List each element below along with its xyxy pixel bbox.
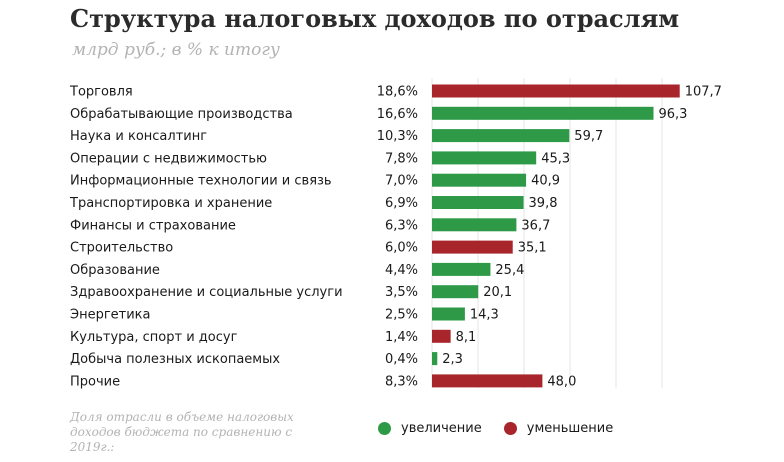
value-label: 14,3: [470, 308, 499, 323]
category-label: Транспортировка и хранение: [69, 196, 272, 211]
bar-chart: Торговля 18,6% 107,7 Обрабатывающие произво…: [69, 78, 722, 389]
category-label: Добыча полезных ископаемых: [70, 352, 280, 367]
category-label: Торговля: [69, 85, 133, 100]
category-label: Информационные технологии и связь: [70, 174, 332, 189]
chart-subtitle: млрд руб.; в % к итогу: [72, 40, 280, 60]
value-label: 96,3: [658, 107, 687, 122]
bar: [432, 129, 570, 143]
chart-row: Операции с недвижимостью 7,8% 45,3: [70, 151, 570, 166]
share-label: 8,3%: [385, 374, 418, 389]
chart-row: Информационные технологии и связь 7,0% 40,…: [70, 173, 560, 189]
category-label: Операции с недвижимостью: [70, 151, 267, 166]
chart-row: Образование 4,4% 25,4: [70, 262, 524, 278]
value-label: 48,0: [547, 374, 576, 389]
value-label: 8,1: [456, 330, 477, 345]
chart-row: Энергетика 2,5% 14,3: [70, 307, 499, 323]
share-label: 6,0%: [385, 241, 418, 256]
bar: [432, 173, 527, 187]
value-label: 39,8: [529, 196, 558, 211]
share-label: 16,6%: [377, 107, 418, 122]
category-label: Строительство: [70, 241, 173, 256]
legend-increase-label: увеличение: [401, 421, 482, 436]
category-label: Финансы и страхование: [70, 218, 236, 233]
category-label: Обрабатывающие производства: [70, 107, 293, 122]
value-label: 59,7: [574, 129, 603, 144]
value-label: 107,7: [685, 85, 722, 100]
chart-row: Прочие 8,3% 48,0: [70, 374, 576, 389]
chart-row: Добыча полезных ископаемых 0,4% 2,3: [70, 352, 463, 367]
bar: [432, 84, 680, 98]
bar: [432, 352, 438, 366]
bar: [432, 329, 451, 343]
footnote: Доля отрасли в объеме налоговых доходов …: [70, 410, 294, 454]
value-label: 20,1: [483, 285, 512, 300]
legend-decrease-dot: [503, 422, 517, 435]
share-label: 6,3%: [385, 218, 418, 233]
bar: [432, 151, 537, 165]
share-label: 0,4%: [385, 352, 418, 367]
chart-rows: Торговля 18,6% 107,7 Обрабатывающие произво…: [69, 84, 722, 389]
bar: [432, 285, 479, 299]
share-label: 10,3%: [377, 129, 418, 144]
chart-row: Строительство 6,0% 35,1: [70, 240, 547, 256]
chart-row: Культура, спорт и досуг 1,4% 8,1: [70, 329, 477, 345]
legend-increase-dot: [378, 422, 391, 435]
legend-item-decrease: уменьшение: [503, 421, 614, 436]
legend-item-increase: увеличение: [378, 421, 482, 436]
value-label: 36,7: [521, 218, 550, 233]
share-label: 4,4%: [385, 263, 418, 278]
bar: [432, 307, 465, 321]
share-label: 7,0%: [385, 174, 418, 189]
bar: [432, 106, 654, 120]
category-label: Энергетика: [70, 308, 151, 323]
chart-row: Наука и консалтинг 10,3% 59,7: [70, 129, 603, 144]
bar: [432, 374, 543, 388]
chart-row: Торговля 18,6% 107,7: [69, 84, 722, 100]
chart-title: Структура налоговых доходов по отраслям: [70, 4, 680, 33]
share-label: 7,8%: [385, 151, 418, 166]
category-label: Наука и консалтинг: [70, 129, 207, 144]
legend-decrease-label: уменьшение: [526, 421, 614, 436]
chart-row: Транспортировка и хранение 6,9% 39,8: [69, 196, 557, 211]
value-label: 35,1: [518, 241, 547, 256]
value-label: 2,3: [442, 352, 463, 367]
category-label: Образование: [70, 263, 160, 278]
bar: [432, 262, 491, 276]
chart-row: Финансы и страхование 6,3% 36,7: [70, 218, 550, 233]
category-label: Прочие: [70, 374, 120, 389]
share-label: 6,9%: [385, 196, 418, 211]
legend: увеличение уменьшение: [378, 421, 635, 436]
share-label: 1,4%: [385, 330, 418, 345]
value-label: 45,3: [541, 151, 570, 166]
share-label: 2,5%: [385, 308, 418, 323]
bar: [432, 196, 524, 209]
chart-row: Обрабатывающие производства 16,6% 96,3: [70, 106, 687, 122]
share-label: 18,6%: [377, 85, 418, 100]
value-label: 25,4: [495, 263, 524, 278]
bar: [432, 240, 513, 254]
category-label: Культура, спорт и досуг: [70, 330, 238, 345]
chart-row: Здравоохранение и социальные услуги 3,5% 2…: [70, 285, 512, 300]
category-label: Здравоохранение и социальные услуги: [70, 285, 343, 300]
value-label: 40,9: [531, 174, 560, 189]
share-label: 3,5%: [385, 285, 418, 300]
bar: [432, 218, 517, 232]
